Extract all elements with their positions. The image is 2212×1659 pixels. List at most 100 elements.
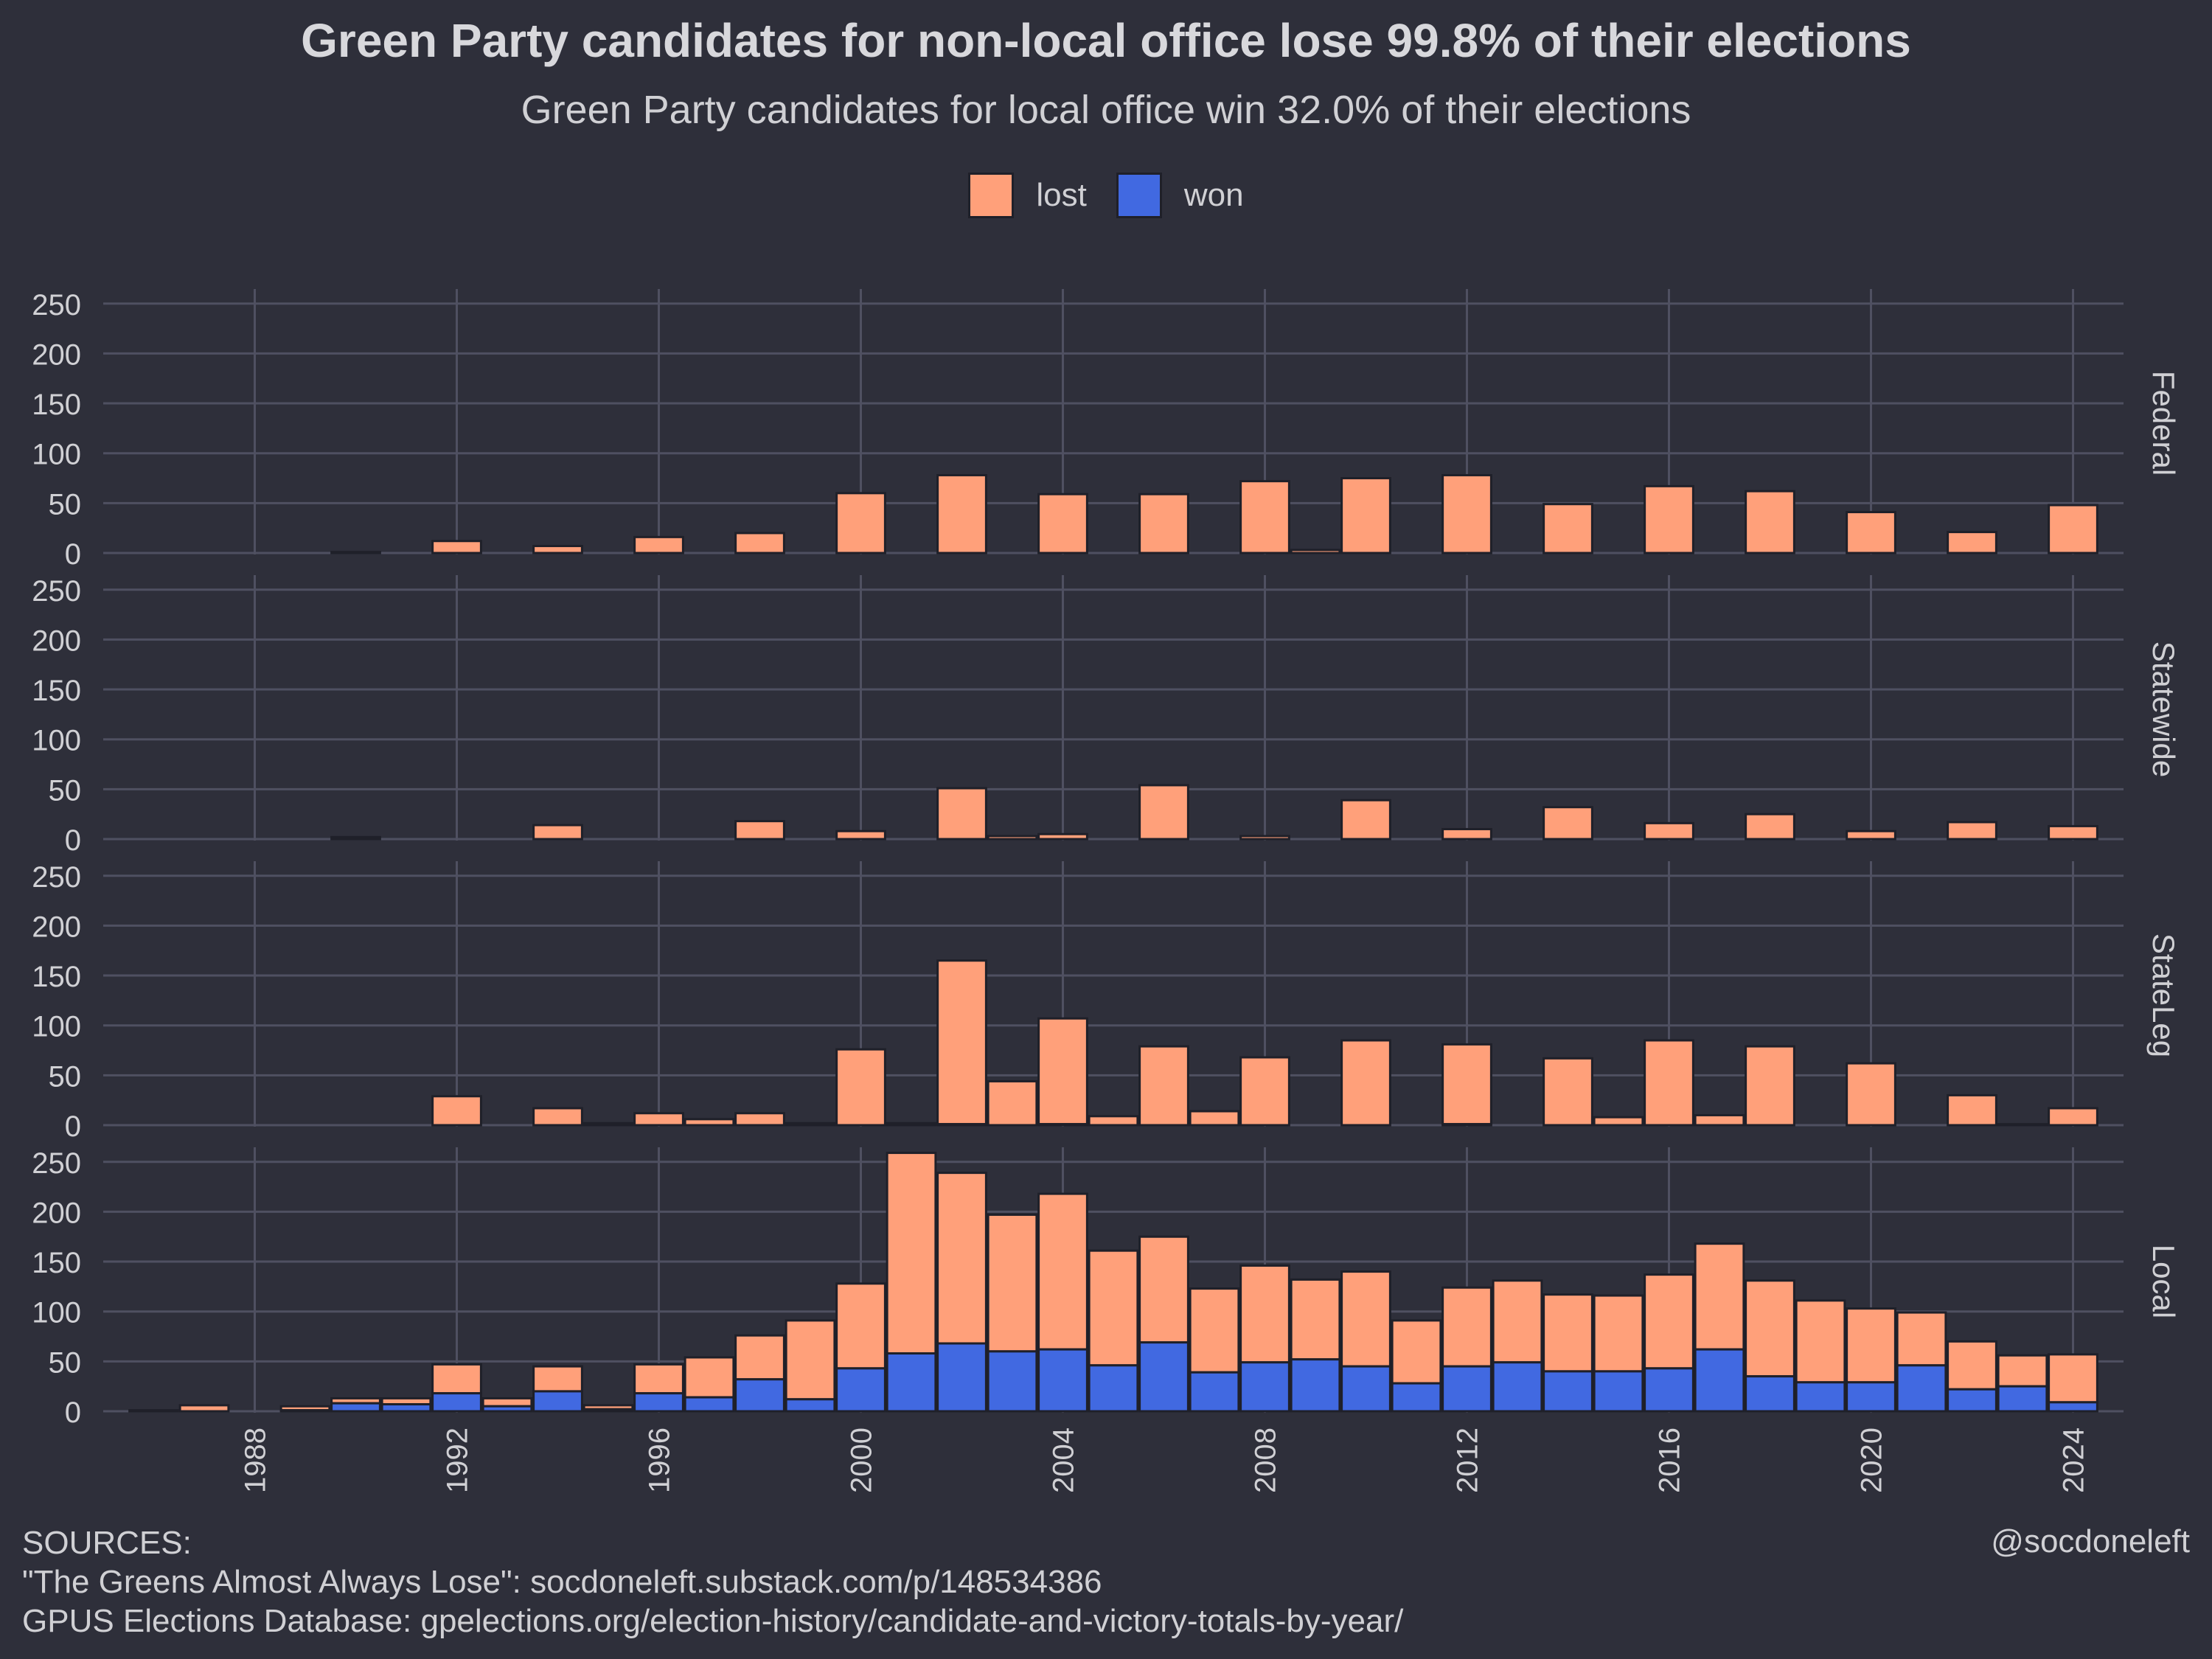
bar-local-2005-lost — [1088, 1249, 1139, 1367]
author-credit: @socdoneleft — [1991, 1523, 2190, 1559]
bar-local-1998-lost — [734, 1334, 785, 1381]
bar-stateleg-2018-lost — [1745, 1045, 1795, 1127]
y-tick-label-stateleg-200: 200 — [32, 911, 81, 943]
x-tick-label-1988: 1988 — [240, 1427, 272, 1493]
chart-subtitle: Green Party candidates for local office … — [521, 88, 1691, 132]
y-tick-label-statewide-50: 50 — [49, 774, 82, 807]
bar-federal-2002-lost — [936, 473, 987, 554]
bar-statewide-2010-lost — [1340, 799, 1391, 841]
bar-local-2023-won — [1997, 1385, 2048, 1413]
x-tick-label-2020: 2020 — [1856, 1427, 1888, 1493]
source-substack: "The Greens Almost Always Lose": socdone… — [22, 1564, 1102, 1600]
bar-stateleg-2002-lost — [936, 959, 987, 1126]
bar-stateleg-2004-won — [1037, 1123, 1088, 1127]
bar-federal-2024-lost — [2048, 504, 2098, 554]
bar-local-2016-won — [1644, 1367, 1694, 1413]
bar-stateleg-2017-lost — [1694, 1113, 1745, 1127]
bar-statewide-2008-lost — [1239, 835, 1290, 841]
bar-stateleg-2006-lost — [1138, 1045, 1189, 1127]
panel-label-federal: Federal — [2146, 371, 2181, 476]
legend-swatch-won — [1116, 173, 1162, 218]
bar-local-2008-won — [1239, 1361, 1290, 1413]
bar-local-2002-lost — [936, 1172, 987, 1345]
bar-federal-1990-lost — [330, 551, 381, 554]
bar-stateleg-2012-won — [1441, 1123, 1492, 1127]
y-tick-label-federal-100: 100 — [32, 439, 81, 471]
bar-local-2003-won — [987, 1350, 1038, 1413]
y-tick-label-local-150: 150 — [32, 1247, 81, 1279]
bar-local-1992-lost — [431, 1363, 482, 1395]
bar-local-2020-won — [1846, 1381, 1896, 1413]
bar-local-1996-won — [633, 1392, 684, 1413]
bar-local-1995-won — [582, 1408, 634, 1413]
bar-local-2003-lost — [987, 1213, 1038, 1353]
bar-stateleg-1996-lost — [633, 1112, 684, 1127]
bar-local-2017-lost — [1694, 1242, 1745, 1351]
bar-local-2016-lost — [1644, 1273, 1694, 1370]
bar-local-2012-won — [1441, 1365, 1492, 1413]
bar-federal-2008-lost — [1239, 480, 1290, 554]
legend-label-lost: lost — [1036, 177, 1087, 213]
bar-local-1994-lost — [532, 1365, 583, 1393]
bar-local-2013-lost — [1492, 1279, 1543, 1364]
bar-federal-2018-lost — [1745, 490, 1795, 554]
bar-stateleg-2024-lost — [2048, 1107, 2098, 1127]
legend-item-won: won — [1116, 173, 1244, 218]
bar-statewide-1994-lost — [532, 824, 583, 841]
x-tick-label-2012: 2012 — [1452, 1427, 1484, 1493]
bar-stateleg-1999-lost — [785, 1121, 836, 1127]
y-tick-label-statewide-150: 150 — [32, 675, 81, 707]
y-tick-label-local-200: 200 — [32, 1197, 81, 1229]
bar-local-2024-lost — [2048, 1353, 2098, 1404]
x-tick-label-2024: 2024 — [2058, 1427, 2090, 1493]
x-tick-label-2004: 2004 — [1048, 1427, 1080, 1493]
legend: lost won — [0, 173, 2212, 218]
bar-local-2014-won — [1543, 1370, 1593, 1413]
bar-local-2009-won — [1290, 1358, 1341, 1413]
bar-local-2021-won — [1896, 1364, 1947, 1413]
bar-federal-2020-lost — [1846, 511, 1896, 554]
bar-local-1996-lost — [633, 1363, 684, 1395]
bar-stateleg-2020-lost — [1846, 1062, 1896, 1127]
bar-stateleg-2000-lost — [835, 1048, 886, 1127]
bar-stateleg-2022-lost — [1947, 1093, 1997, 1127]
x-tick-label-2000: 2000 — [846, 1427, 878, 1493]
bar-local-2012-lost — [1441, 1286, 1492, 1368]
bar-stateleg-1994-lost — [532, 1107, 583, 1127]
bar-statewide-2002-lost — [936, 787, 987, 841]
bar-stateleg-2003-lost — [987, 1079, 1038, 1127]
y-tick-label-statewide-250: 250 — [32, 575, 81, 608]
sources: SOURCES: "The Greens Almost Always Lose"… — [22, 1523, 1403, 1641]
bar-statewide-2018-lost — [1745, 813, 1795, 841]
panel-label-stateleg: StateLeg — [2146, 933, 2181, 1057]
bar-local-2014-lost — [1543, 1293, 1593, 1373]
y-tick-label-statewide-0: 0 — [65, 824, 81, 857]
bar-local-1997-lost — [684, 1356, 735, 1399]
y-tick-label-federal-150: 150 — [32, 389, 81, 421]
bar-statewide-2022-lost — [1947, 821, 1997, 841]
bar-federal-2010-lost — [1340, 477, 1391, 554]
legend-label-won: won — [1183, 177, 1244, 213]
x-tick-label-2008: 2008 — [1250, 1427, 1282, 1493]
bar-local-2022-lost — [1947, 1340, 1997, 1391]
legend-item-lost: lost — [968, 173, 1087, 218]
bar-local-2023-lost — [1997, 1354, 2048, 1388]
bar-local-2004-lost — [1037, 1192, 1088, 1351]
source-gpus-database: GPUS Elections Database: gpelections.org… — [22, 1603, 1404, 1639]
bar-local-2018-won — [1745, 1375, 1795, 1413]
bar-local-1993-won — [481, 1405, 533, 1413]
bar-local-2002-won — [936, 1342, 987, 1413]
y-tick-label-federal-0: 0 — [65, 538, 81, 571]
bar-local-2008-lost — [1239, 1264, 1290, 1364]
bar-stateleg-2010-lost — [1340, 1039, 1391, 1127]
bar-statewide-1998-lost — [734, 820, 785, 841]
y-tick-label-local-50: 50 — [49, 1346, 82, 1379]
bar-statewide-2006-lost — [1138, 784, 1189, 841]
y-tick-label-stateleg-150: 150 — [32, 961, 81, 993]
bar-local-1994-won — [532, 1390, 583, 1413]
bar-local-1987-lost — [178, 1404, 230, 1413]
bar-local-1991-won — [380, 1403, 432, 1413]
bar-stateleg-2002-won — [936, 1123, 987, 1127]
y-tick-label-local-100: 100 — [32, 1297, 81, 1329]
bar-stateleg-2005-lost — [1088, 1115, 1139, 1127]
